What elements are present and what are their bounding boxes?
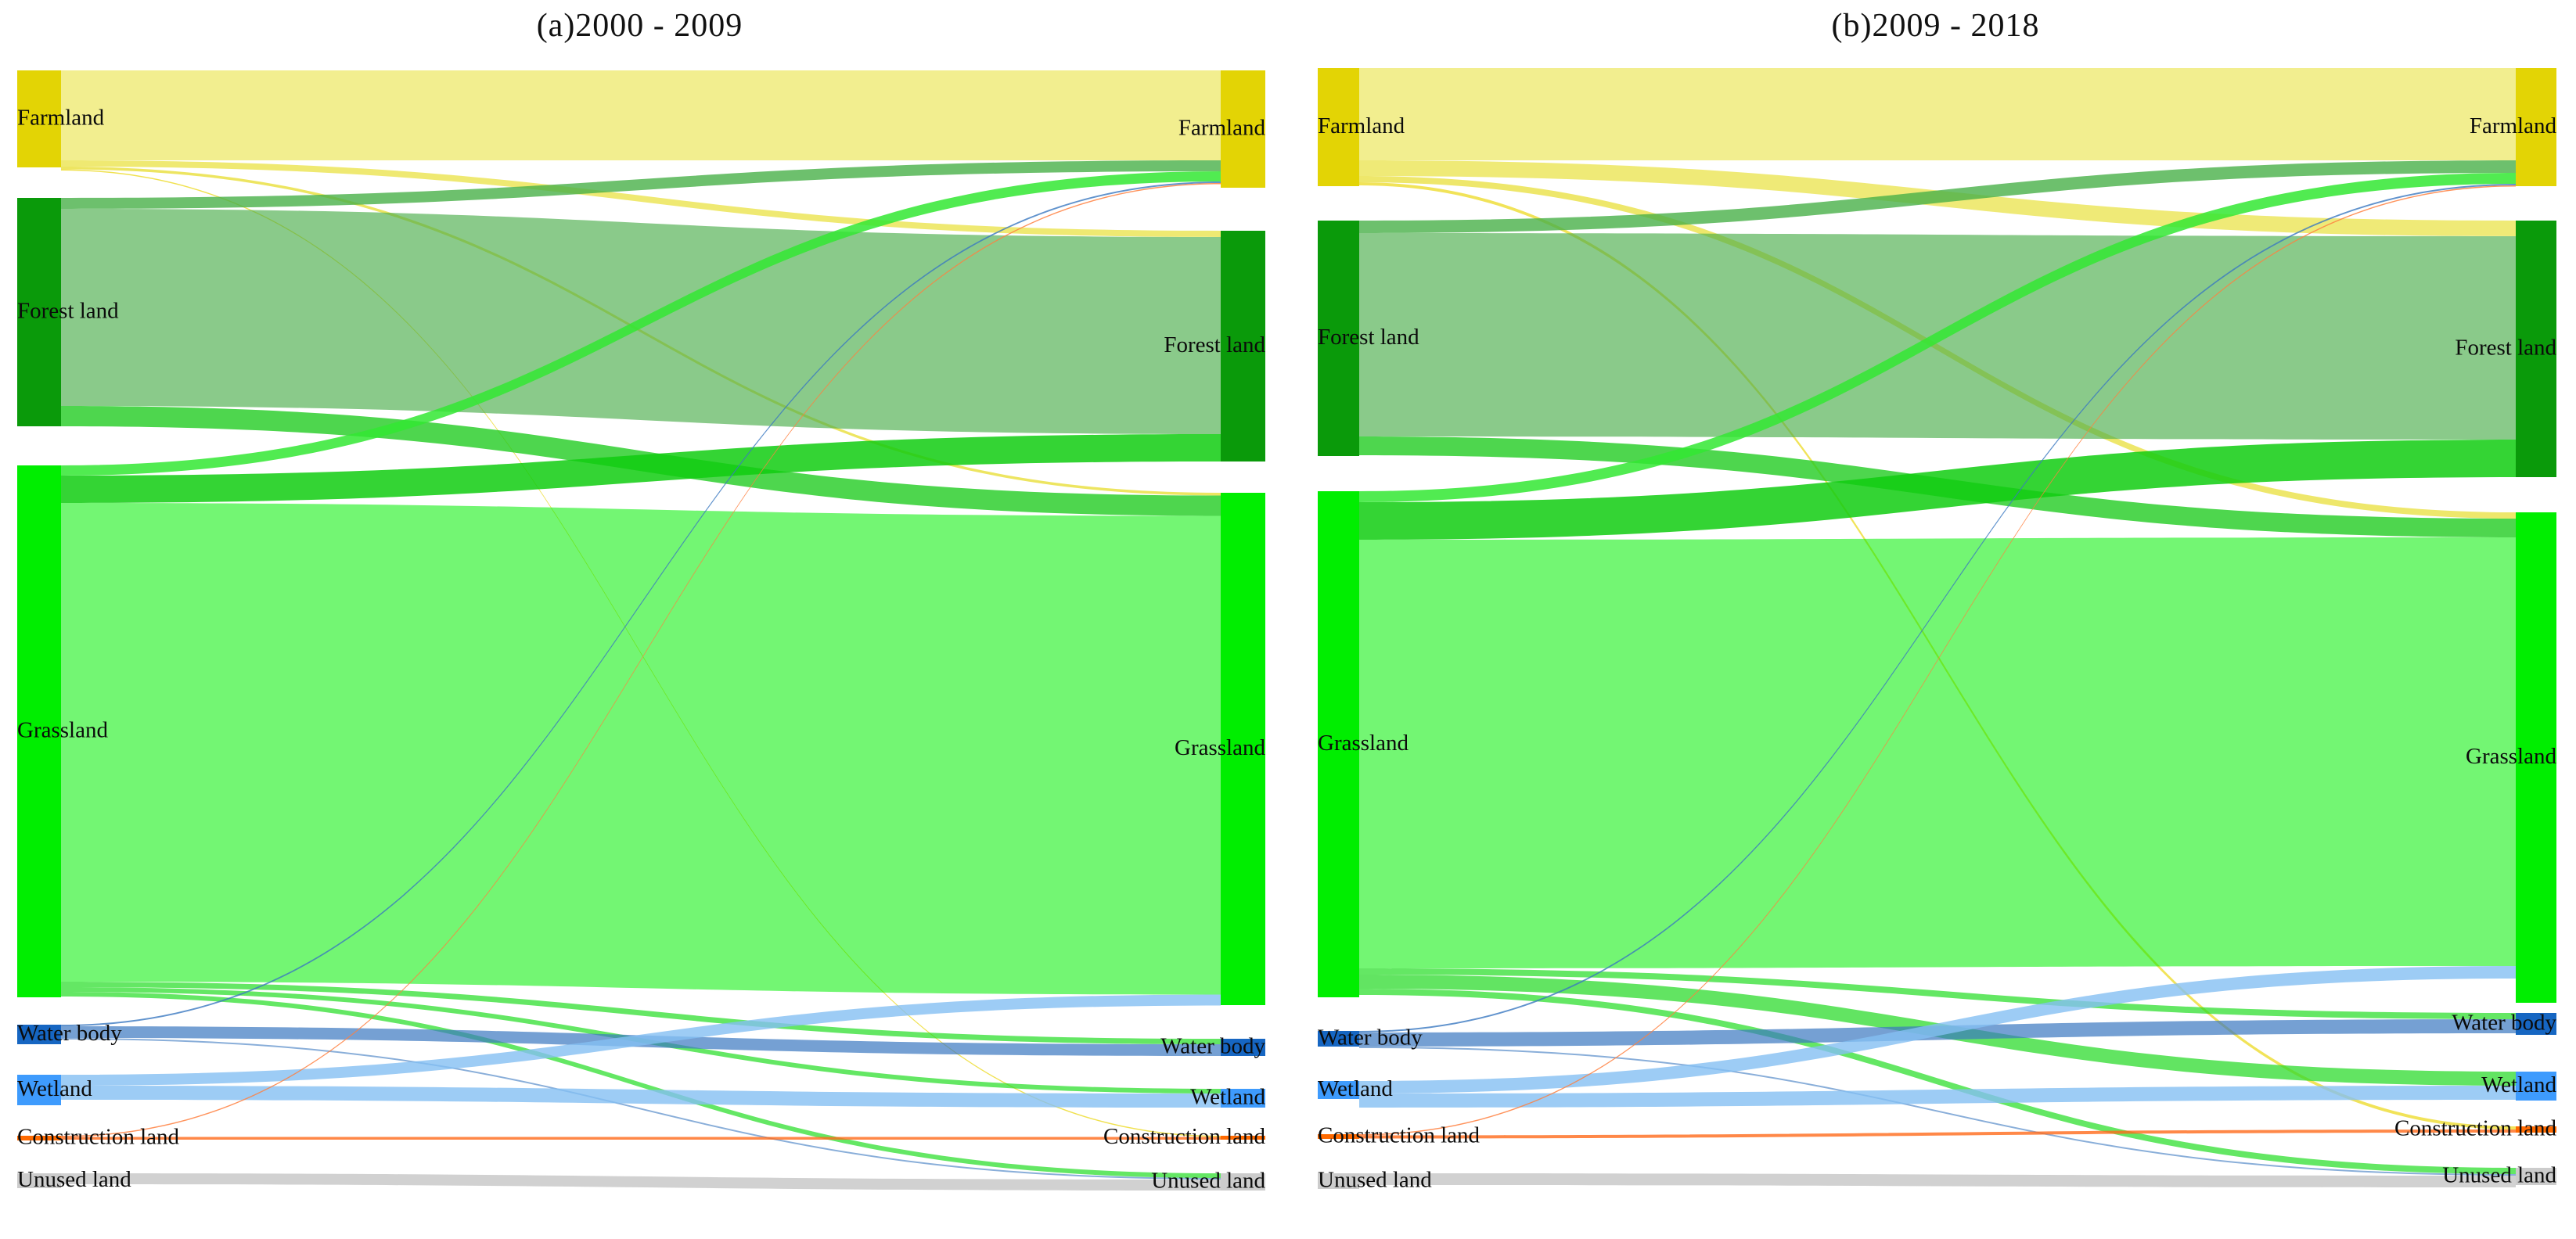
sankey-link-forest-land-to-farmland[interactable] (61, 160, 1221, 209)
sankey-label-forest-land-right: Forest land (1164, 332, 1265, 357)
sankey-node-farmland-right[interactable] (2516, 68, 2556, 186)
sankey-link-construction-land-to-construction-land[interactable] (1359, 1129, 2516, 1139)
sankey-link-grassland-to-unused-land[interactable] (61, 992, 1221, 1178)
sankey-label-wetland-left: Wetland (1318, 1076, 1393, 1101)
sankey-node-forest-land-left[interactable] (1318, 221, 1359, 456)
sankey-node-farmland-right[interactable] (1221, 70, 1265, 188)
sankey-link-wetland-to-wetland[interactable] (1359, 1086, 2516, 1108)
sankey-label-grassland-right: Grassland (1175, 735, 1265, 760)
sankey-node-water-body-right[interactable] (1221, 1039, 1265, 1056)
sankey-link-construction-land-to-farmland[interactable] (61, 183, 1221, 1137)
sankey-label-construction-land-right: Construction land (1103, 1124, 1266, 1149)
sankey-node-construction-land-left[interactable] (17, 1136, 61, 1140)
sankey-link-water-body-to-unused-land[interactable] (61, 1038, 1221, 1180)
sankey-label-grassland-left: Grassland (17, 718, 108, 743)
sankey-node-forest-land-left[interactable] (17, 198, 61, 426)
sankey-node-grassland-right[interactable] (1221, 493, 1265, 1005)
sankey-node-wetland-left[interactable] (1318, 1081, 1359, 1099)
sankey-label-farmland-left: Farmland (17, 106, 105, 131)
sankey-label-construction-land-left: Construction land (17, 1125, 180, 1150)
sankey-link-wetland-to-wetland[interactable] (61, 1086, 1221, 1108)
sankey-link-construction-land-to-farmland[interactable] (1359, 185, 2516, 1136)
sankey-node-unused-land-right[interactable] (1221, 1173, 1265, 1191)
sankey-link-water-body-to-farmland[interactable] (61, 181, 1221, 1026)
sankey-label-forest-land-left: Forest land (1318, 325, 1419, 350)
sankey-link-grassland-to-forest-land[interactable] (61, 434, 1221, 503)
sankey-node-unused-land-left[interactable] (17, 1173, 61, 1188)
sankey-label-farmland-right: Farmland (2470, 113, 2557, 138)
sankey-label-grassland-right: Grassland (2466, 744, 2556, 769)
sankey-label-forest-land-right: Forest land (2455, 336, 2556, 361)
sankey-node-construction-land-left[interactable] (1318, 1134, 1359, 1139)
sankey-node-farmland-left[interactable] (1318, 68, 1359, 186)
sankey-link-grassland-to-farmland[interactable] (61, 171, 1221, 476)
chart-title-a: (a)2000 - 2009 (536, 8, 743, 44)
sankey-label-wetland-left: Wetland (17, 1076, 92, 1101)
sankey-link-farmland-to-farmland[interactable] (61, 70, 1221, 160)
sankey-label-farmland-left: Farmland (1318, 113, 1405, 138)
sankey-node-wetland-right[interactable] (2516, 1072, 2556, 1101)
sankey-node-wetland-right[interactable] (1221, 1089, 1265, 1108)
sankey-node-construction-land-right[interactable] (2516, 1126, 2556, 1133)
sankey-label-unused-land-right: Unused land (2442, 1163, 2556, 1188)
sankey-link-forest-land-to-farmland[interactable] (1359, 160, 2516, 233)
sankey-link-unused-land-to-unused-land[interactable] (1359, 1173, 2516, 1187)
sankey-label-construction-land-left: Construction land (1318, 1123, 1480, 1148)
sankey-link-wetland-to-grassland[interactable] (61, 994, 1221, 1086)
sankey-link-grassland-to-grassland[interactable] (1359, 537, 2516, 968)
sankey-label-wetland-right: Wetland (1190, 1085, 1265, 1110)
sankey-link-farmland-to-forest-land[interactable] (61, 160, 1221, 237)
sankey-node-forest-land-right[interactable] (1221, 231, 1265, 461)
sankey-label-grassland-left: Grassland (1318, 731, 1409, 756)
sankey-link-grassland-to-unused-land[interactable] (1359, 989, 2516, 1174)
sankey-node-water-body-right[interactable] (2516, 1013, 2556, 1035)
sankey-link-construction-land-to-construction-land[interactable] (61, 1137, 1221, 1140)
sankey-label-unused-land-right: Unused land (1151, 1169, 1265, 1194)
sankey-link-grassland-to-forest-land[interactable] (1359, 440, 2516, 540)
sankey-link-water-body-to-unused-land[interactable] (1359, 1047, 2516, 1176)
sankey-link-grassland-to-grassland[interactable] (61, 503, 1221, 995)
sankey-node-wetland-left[interactable] (17, 1075, 61, 1105)
sankey-node-grassland-left[interactable] (1318, 491, 1359, 997)
sankey-link-grassland-to-water-body[interactable] (61, 982, 1221, 1044)
sankey-link-unused-land-to-unused-land[interactable] (61, 1173, 1221, 1191)
sankey-label-water-body-right: Water body (2452, 1011, 2556, 1036)
sankey-link-wetland-to-grassland[interactable] (1359, 966, 2516, 1094)
sankey-node-water-body-left[interactable] (17, 1025, 61, 1044)
sankey-link-grassland-to-farmland[interactable] (1359, 173, 2516, 502)
sankey-link-grassland-to-water-body[interactable] (1359, 968, 2516, 1019)
sankey-label-unused-land-left: Unused land (1318, 1168, 1432, 1193)
sankey-label-water-body-right: Water body (1160, 1034, 1265, 1059)
sankey-node-farmland-left[interactable] (17, 70, 61, 167)
sankey-label-forest-land-left: Forest land (17, 299, 119, 324)
sankey-link-water-body-to-farmland[interactable] (1359, 184, 2516, 1032)
sankey-label-water-body-left: Water body (1318, 1025, 1423, 1050)
sankey-node-grassland-left[interactable] (17, 465, 61, 997)
sankey-node-water-body-left[interactable] (1318, 1031, 1359, 1047)
sankey-node-construction-land-right[interactable] (1221, 1136, 1265, 1140)
sankey-node-unused-land-right[interactable] (2516, 1168, 2556, 1185)
sankey-label-farmland-right: Farmland (1178, 116, 1266, 141)
sankey-node-grassland-right[interactable] (2516, 512, 2556, 1003)
sankey-label-wetland-right: Wetland (2481, 1072, 2556, 1097)
sankey-label-construction-land-right: Construction land (2394, 1116, 2557, 1141)
sankey-link-farmland-to-farmland[interactable] (1359, 68, 2516, 160)
chart-title-b: (b)2009 - 2018 (1831, 8, 2040, 44)
sankey-node-unused-land-left[interactable] (1318, 1173, 1359, 1189)
sankey-label-water-body-left: Water body (17, 1021, 122, 1046)
sankey-node-forest-land-right[interactable] (2516, 221, 2556, 477)
sankey-label-unused-land-left: Unused land (17, 1167, 131, 1192)
